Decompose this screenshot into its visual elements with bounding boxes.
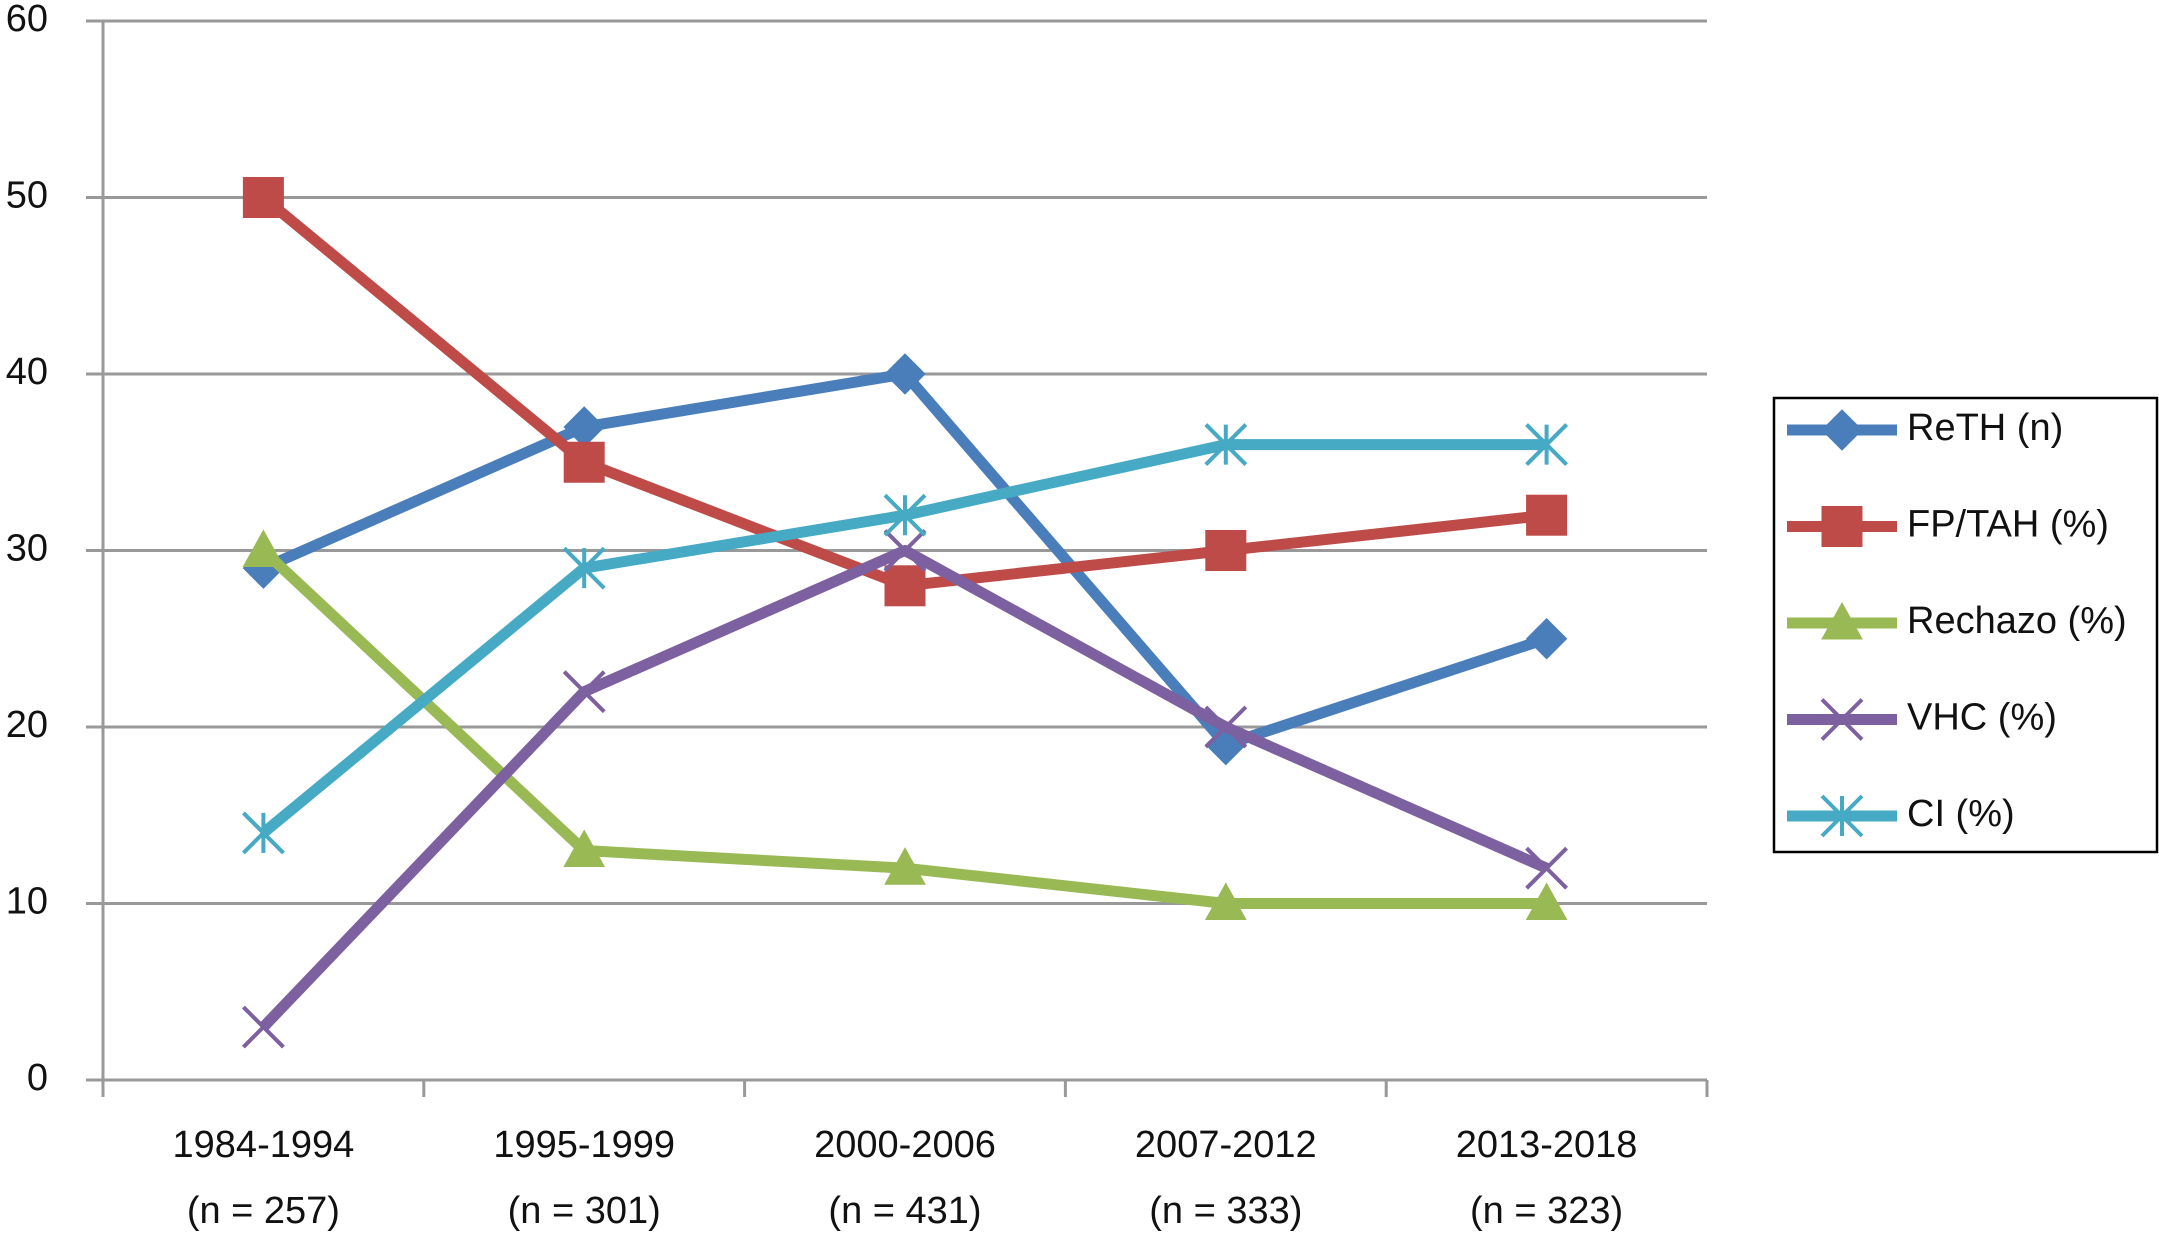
y-tick-label: 0 <box>27 1057 48 1099</box>
marker <box>883 529 927 572</box>
marker <box>884 847 926 885</box>
series <box>241 423 1569 855</box>
x-tick-label: 2013-2018 <box>1456 1124 1638 1166</box>
y-tick-label: 40 <box>6 351 48 393</box>
marker <box>563 441 605 483</box>
legend-label: CI (%) <box>1907 793 2015 835</box>
marker <box>883 493 927 537</box>
marker <box>1820 698 1864 741</box>
marker <box>242 177 284 218</box>
series-line <box>259 545 1549 1031</box>
marker <box>1204 705 1248 749</box>
legend-label: ReTH (n) <box>1907 407 2063 449</box>
y-tick-label: 10 <box>6 881 48 923</box>
marker <box>241 1005 285 1049</box>
y-tick-label: 30 <box>6 528 48 570</box>
marker <box>242 529 285 567</box>
marker <box>1525 882 1568 920</box>
marker <box>1205 530 1247 571</box>
x-tick-label: (n = 431) <box>828 1190 981 1232</box>
x-tick-label: (n = 257) <box>187 1190 340 1232</box>
series <box>241 529 1569 1049</box>
x-tick-label: (n = 323) <box>1470 1190 1623 1232</box>
y-tick-label: 60 <box>6 0 48 40</box>
marker <box>562 546 606 590</box>
series <box>242 353 1568 766</box>
legend-label: FP/TAH (%) <box>1907 504 2109 546</box>
y-tick-label: 50 <box>6 175 48 217</box>
marker <box>1820 794 1864 838</box>
x-tick-label: 2007-2012 <box>1135 1124 1317 1166</box>
x-tick-label: (n = 333) <box>1149 1190 1302 1232</box>
marker <box>563 829 606 868</box>
marker <box>1525 846 1569 890</box>
x-tick-label: (n = 301) <box>508 1190 661 1232</box>
marker <box>1525 423 1569 467</box>
marker <box>241 811 285 855</box>
x-tick-label: 1984-1994 <box>173 1124 355 1166</box>
marker <box>1204 423 1248 467</box>
marker <box>1821 409 1863 451</box>
marker <box>884 353 926 395</box>
marker <box>1821 601 1863 640</box>
marker <box>563 406 605 448</box>
x-tick-label: 1995-1999 <box>493 1124 675 1166</box>
marker <box>1525 618 1568 660</box>
legend-label: Rechazo (%) <box>1907 600 2127 642</box>
series <box>242 177 1568 607</box>
y-tick-label: 20 <box>6 704 48 746</box>
legend-label: VHC (%) <box>1907 697 2057 739</box>
marker <box>1526 494 1568 536</box>
series <box>242 529 1568 920</box>
marker <box>884 565 926 607</box>
x-tick-label: 2000-2006 <box>814 1124 996 1166</box>
series-line <box>261 368 1549 751</box>
marker <box>562 670 606 714</box>
marker <box>1204 882 1247 920</box>
marker <box>1821 506 1863 547</box>
